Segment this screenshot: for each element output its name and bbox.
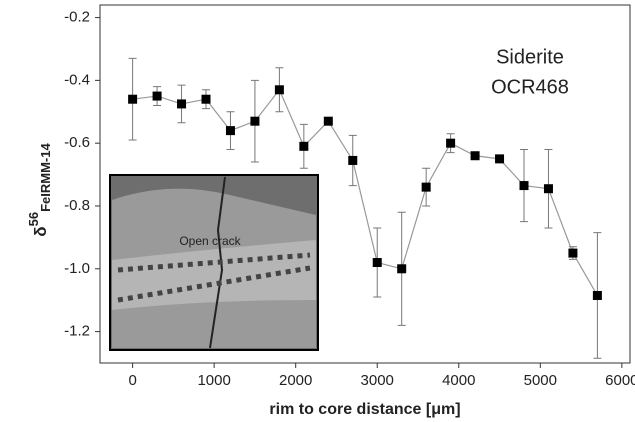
x-tick-label: 5000 <box>524 372 557 389</box>
x-tick-label: 2000 <box>279 372 312 389</box>
marker <box>348 155 358 165</box>
marker <box>225 126 235 136</box>
y-tick-label: -1.0 <box>64 260 90 277</box>
annotation: OCR468 <box>491 76 569 98</box>
y-axis-label: δ56FeIRMM-14 <box>26 143 53 237</box>
marker <box>299 141 309 151</box>
y-tick-label: -0.8 <box>64 197 90 214</box>
marker <box>372 258 382 268</box>
marker <box>201 94 211 104</box>
marker <box>323 116 333 126</box>
marker <box>543 184 553 194</box>
x-tick-label: 6000 <box>605 372 635 389</box>
inset-photo: Open crack <box>109 174 319 351</box>
marker <box>421 182 431 192</box>
marker <box>250 116 260 126</box>
marker <box>128 94 138 104</box>
y-tick-label: -0.6 <box>64 134 90 151</box>
marker <box>568 248 578 258</box>
marker <box>519 181 529 191</box>
inset-label: Open crack <box>179 234 241 248</box>
marker <box>446 138 456 148</box>
marker <box>152 91 162 101</box>
marker <box>274 85 284 95</box>
x-tick-label: 0 <box>128 372 136 389</box>
annotation: Siderite <box>496 46 564 68</box>
marker <box>495 154 505 164</box>
y-tick-label: -0.2 <box>64 9 90 26</box>
x-tick-label: 4000 <box>442 372 475 389</box>
marker <box>592 290 602 300</box>
marker <box>470 151 480 161</box>
y-label-symbol: δ <box>31 226 50 236</box>
y-tick-label: -0.4 <box>64 71 90 88</box>
marker <box>397 264 407 274</box>
marker <box>177 99 187 109</box>
y-label-superscript: 56 <box>26 212 41 226</box>
y-label-subscript: FeIRMM-14 <box>38 143 53 212</box>
x-tick-label: 1000 <box>197 372 230 389</box>
plot-frame <box>99 4 631 364</box>
y-tick-label: -1.2 <box>64 323 90 340</box>
x-axis-label: rim to core distance [μm] <box>269 401 460 418</box>
x-tick-label: 3000 <box>361 372 394 389</box>
